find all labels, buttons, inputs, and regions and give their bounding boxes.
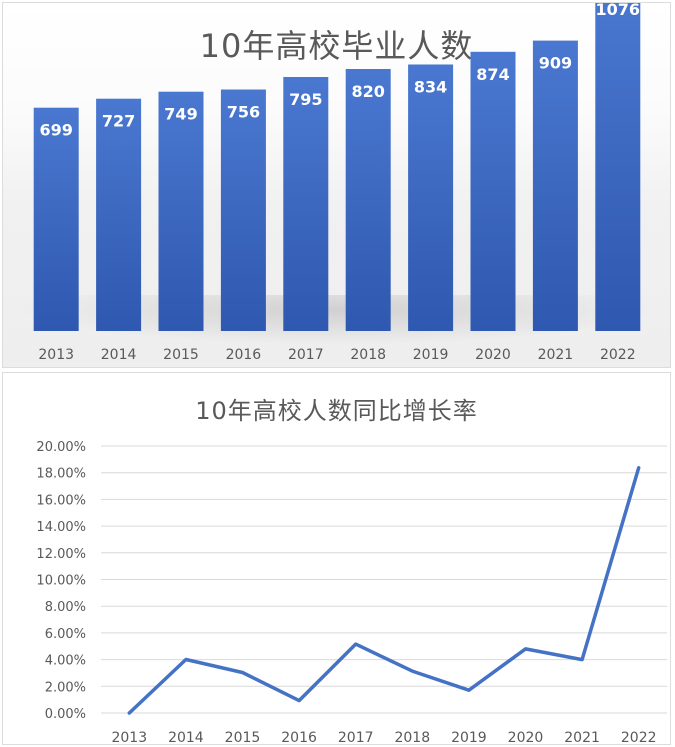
bar — [408, 64, 454, 331]
bar — [220, 89, 266, 331]
x-tick-label: 2020 — [475, 347, 511, 363]
x-tick-label: 2022 — [600, 347, 636, 363]
bar — [33, 107, 79, 331]
bar — [345, 69, 391, 331]
bar-value-label: 699 — [39, 121, 72, 140]
bar — [96, 98, 142, 331]
y-tick-label: 20.00% — [36, 440, 86, 455]
bar-value-label: 834 — [414, 78, 447, 97]
bar-value-label: 756 — [227, 103, 260, 122]
bar-chart-svg: 699 2013 727 2014 749 2015 756 2016 795 2017 820 20… — [33, 3, 641, 363]
y-tick-label: 10.00% — [36, 574, 86, 589]
x-tick-label: 2015 — [225, 730, 261, 745]
bar-value-label: 749 — [164, 105, 197, 124]
y-tick-label: 18.00% — [36, 467, 86, 482]
x-tick-label: 2014 — [101, 347, 137, 363]
x-tick-label: 2017 — [338, 730, 374, 745]
x-tick-label: 2019 — [413, 347, 449, 363]
bar — [283, 77, 329, 331]
x-tick-label: 2014 — [168, 730, 204, 745]
growth-rate-line — [127, 466, 641, 715]
x-tick-label: 2018 — [350, 347, 386, 363]
bar-value-label: 727 — [102, 112, 135, 131]
bar-value-label: 1076 — [596, 3, 641, 19]
x-tick-label: 2018 — [394, 730, 430, 745]
bar-value-label: 795 — [289, 90, 322, 109]
x-tick-label: 2021 — [564, 730, 600, 745]
bar-value-label: 820 — [351, 82, 384, 101]
bar — [532, 40, 578, 331]
x-tick-label: 2015 — [163, 347, 199, 363]
y-tick-label: 8.00% — [45, 600, 86, 615]
x-tick-label: 2021 — [538, 347, 574, 363]
x-tick-label: 2019 — [451, 730, 487, 745]
y-tick-label: 12.00% — [36, 547, 86, 562]
bar-value-label: 874 — [476, 65, 509, 84]
x-tick-label: 2016 — [226, 347, 262, 363]
y-tick-label: 0.00% — [45, 707, 86, 722]
x-tick-label: 2013 — [38, 347, 74, 363]
x-tick-label: 2017 — [288, 347, 324, 363]
y-tick-label: 2.00% — [45, 680, 86, 695]
bar-value-label: 909 — [539, 54, 572, 73]
y-tick-label: 6.00% — [45, 627, 86, 642]
x-tick-label: 2013 — [111, 730, 147, 745]
line-chart-title: 10年高校人数同比增长率 — [195, 397, 478, 425]
y-tick-label: 4.00% — [45, 654, 86, 669]
bar-chart-panel: 10年高校毕业人数 699 2013 727 2014 749 2015 756 2016 79… — [2, 2, 671, 368]
y-tick-label: 14.00% — [36, 520, 86, 535]
bar — [158, 91, 204, 331]
line-chart-svg: 0.00% 2.00% 4.00% 6.00% 8.00% 10.00% 12.00% 14.… — [36, 440, 667, 745]
bar — [595, 3, 641, 331]
y-tick-label: 16.00% — [36, 493, 86, 508]
bar — [470, 51, 516, 332]
x-tick-label: 2016 — [281, 730, 317, 745]
bar-chart-title: 10年高校毕业人数 — [199, 27, 474, 65]
x-tick-label: 2022 — [621, 730, 657, 745]
x-tick-label: 2020 — [508, 730, 544, 745]
line-chart-panel: 10年高校人数同比增长率 0.00% 2.00% 4.00% 6.00% 8.00% 10… — [2, 372, 671, 745]
